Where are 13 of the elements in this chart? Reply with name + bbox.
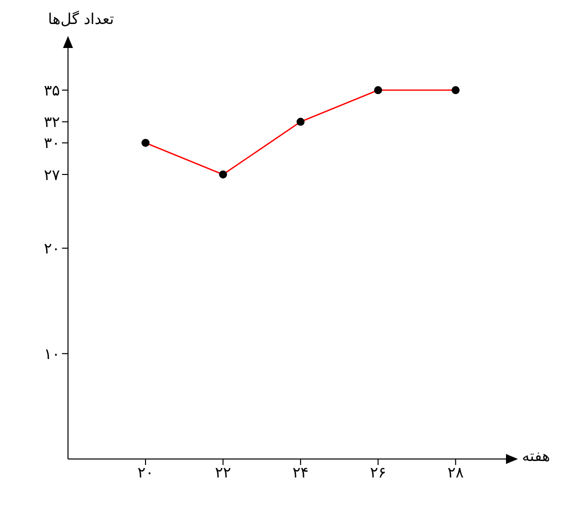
y-axis-title: تعداد گل‌ها bbox=[48, 10, 114, 28]
x-tick-label: ۲۸ bbox=[448, 464, 464, 482]
x-tick-label: ۲۶ bbox=[370, 464, 386, 482]
y-tick-label: ۲۰ bbox=[44, 240, 60, 258]
y-tick-label: ۳۲ bbox=[44, 113, 60, 132]
y-tick-label: ۳۰ bbox=[44, 134, 60, 152]
x-axis-title: هفته bbox=[522, 447, 550, 465]
y-tick-label: ۳۵ bbox=[44, 81, 60, 100]
x-tick-label: ۲۴ bbox=[292, 464, 309, 482]
y-tick-label: ۱۰ bbox=[44, 344, 60, 363]
x-tick-label: ۲۰ bbox=[137, 464, 154, 482]
y-tick-label: ۲۷ bbox=[44, 166, 60, 184]
x-tick-label: ۲۲ bbox=[214, 464, 232, 482]
